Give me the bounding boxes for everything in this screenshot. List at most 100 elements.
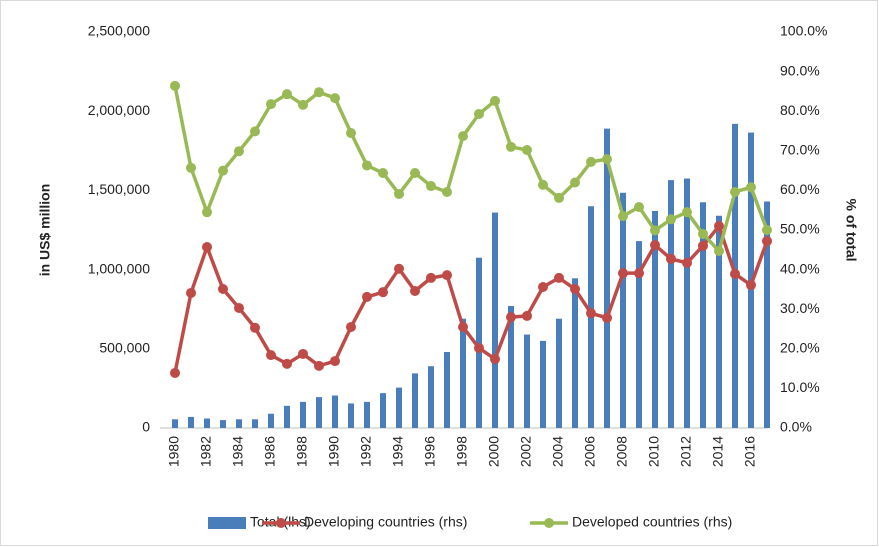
x-tick-label: 2006	[582, 436, 598, 467]
x-tick-label: 2008	[614, 436, 630, 467]
y-tick-label: 0	[142, 419, 150, 435]
line-marker	[634, 268, 644, 279]
bar	[316, 397, 322, 428]
legend-swatch	[208, 517, 246, 529]
line-marker	[410, 285, 420, 296]
line-marker	[714, 245, 724, 256]
line-marker	[666, 253, 676, 264]
y2-tick-label: 70.0%	[780, 142, 820, 158]
bar	[380, 393, 386, 428]
bar	[668, 180, 674, 428]
y-tick-label: 1,500,000	[88, 181, 150, 197]
line-marker	[282, 89, 292, 100]
x-tick-label: 2016	[742, 436, 758, 467]
bar	[204, 418, 210, 428]
bar	[444, 351, 450, 428]
line-marker	[410, 167, 420, 178]
x-tick-label: 1994	[390, 436, 406, 467]
line-marker	[346, 322, 356, 333]
line-marker	[218, 284, 228, 295]
line-marker	[474, 108, 484, 119]
y2-tick-label: 90.0%	[780, 62, 820, 78]
line-marker	[586, 156, 596, 167]
line-marker	[202, 207, 212, 218]
line-marker	[330, 93, 340, 104]
line-marker	[266, 99, 276, 110]
bar	[348, 403, 354, 428]
y-tick-label: 500,000	[99, 340, 150, 356]
line-marker	[170, 80, 180, 91]
line-marker	[282, 358, 292, 369]
y2-tick-label: 10.0%	[780, 379, 820, 395]
line-marker	[506, 141, 516, 152]
legend-swatch	[544, 518, 554, 528]
line-marker	[682, 207, 692, 218]
line-marker	[730, 186, 740, 197]
y2-tick-label: 30.0%	[780, 300, 820, 316]
x-tick-label: 1998	[454, 436, 470, 467]
line-marker	[378, 287, 388, 298]
line-marker	[746, 182, 756, 193]
line-marker	[234, 146, 244, 157]
bar	[332, 395, 338, 428]
x-tick-label: 1986	[262, 436, 278, 467]
bar	[716, 215, 722, 428]
line-marker	[186, 162, 196, 173]
x-tick-label: 1984	[230, 436, 246, 467]
line-marker	[266, 350, 276, 361]
x-tick-label: 2002	[518, 436, 534, 467]
line-marker	[394, 188, 404, 199]
line-marker	[250, 126, 260, 137]
line-marker	[170, 367, 180, 378]
bar	[572, 278, 578, 428]
bar	[700, 202, 706, 428]
line-marker	[762, 236, 772, 247]
line-marker	[522, 310, 532, 321]
line-marker	[570, 284, 580, 295]
bar	[556, 318, 562, 428]
bar	[284, 405, 290, 428]
line-marker	[202, 242, 212, 253]
x-tick-label: 2014	[710, 436, 726, 467]
x-tick-label: 1990	[326, 436, 342, 467]
bar	[524, 334, 530, 428]
bar	[236, 419, 242, 428]
bar	[300, 401, 306, 428]
line-marker	[618, 211, 628, 222]
line-marker	[298, 99, 308, 110]
y2-tick-label: 20.0%	[780, 340, 820, 356]
line-marker	[490, 95, 500, 106]
line-marker	[618, 268, 628, 279]
bar	[684, 178, 690, 428]
bar	[396, 387, 402, 428]
bar	[540, 340, 546, 428]
y2-tick-label: 40.0%	[780, 260, 820, 276]
line-marker	[602, 312, 612, 323]
line-marker	[746, 280, 756, 291]
y-axis-title: in US$ million	[37, 184, 53, 277]
x-tick-label: 1982	[198, 436, 214, 467]
y2-axis-title: % of total	[843, 199, 859, 262]
legend-swatch	[276, 518, 286, 528]
line-marker	[490, 354, 500, 365]
x-tick-label: 2010	[646, 436, 662, 467]
bar	[364, 401, 370, 428]
y2-tick-label: 100.0%	[780, 23, 827, 39]
line-marker	[682, 257, 692, 268]
line-marker	[298, 348, 308, 359]
x-tick-label: 1980	[166, 436, 182, 467]
line-marker	[522, 145, 532, 156]
legend-label: Developing countries (rhs)	[304, 514, 467, 530]
line-marker	[250, 322, 260, 333]
bar	[492, 212, 498, 428]
y2-tick-label: 60.0%	[780, 181, 820, 197]
bar	[460, 318, 466, 428]
line-marker	[506, 312, 516, 323]
bar	[652, 210, 658, 428]
bar	[412, 373, 418, 428]
bar	[636, 241, 642, 428]
line-marker	[762, 225, 772, 235]
line-marker	[474, 343, 484, 354]
